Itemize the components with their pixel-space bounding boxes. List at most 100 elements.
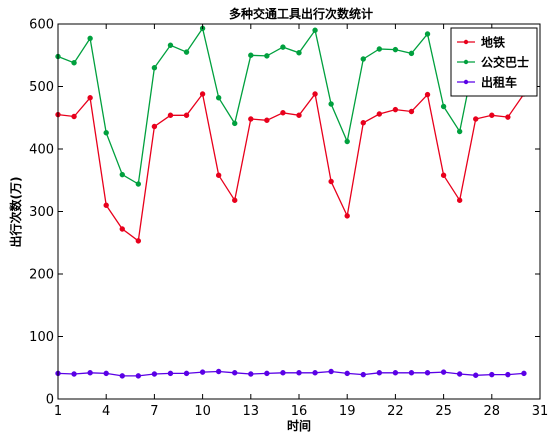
y-axis-label: 出行次数(万) <box>8 177 23 248</box>
x-tick-label: 22 <box>387 404 404 419</box>
chart-title: 多种交通工具出行次数统计 <box>229 6 373 21</box>
data-point <box>199 369 206 375</box>
data-point <box>167 112 174 118</box>
data-point <box>248 371 254 377</box>
x-tick-label: 13 <box>243 404 260 419</box>
data-point <box>473 116 479 122</box>
data-point <box>232 120 238 127</box>
data-point <box>408 50 415 57</box>
data-point <box>71 60 77 66</box>
data-point <box>183 370 190 377</box>
data-point <box>87 35 93 42</box>
data-point <box>505 114 511 120</box>
data-point <box>280 44 286 50</box>
data-point <box>456 197 463 203</box>
data-point <box>424 31 431 37</box>
data-point <box>183 112 190 118</box>
data-point <box>135 181 142 187</box>
data-point <box>248 116 254 122</box>
data-point <box>328 101 334 107</box>
legend-marker-2 <box>463 79 469 85</box>
data-point <box>280 110 286 116</box>
data-point <box>87 95 93 101</box>
data-point <box>360 120 366 126</box>
data-point <box>119 171 125 178</box>
data-point <box>183 49 190 55</box>
data-point <box>296 50 302 56</box>
y-tick-label: 500 <box>29 80 54 95</box>
x-tick-label: 16 <box>291 404 308 419</box>
data-point <box>71 371 77 377</box>
data-point <box>199 91 206 97</box>
data-point <box>440 172 447 178</box>
data-point <box>489 371 495 378</box>
data-point <box>135 373 142 379</box>
data-point <box>151 371 158 377</box>
data-point <box>344 213 350 219</box>
data-point <box>408 108 415 115</box>
data-point <box>264 370 270 377</box>
data-point <box>392 106 399 113</box>
axes: 1 4 7 10 13 16 19 22 25 28 31 0 100 200 300 400 500 600 <box>29 18 548 420</box>
y-tick-label: 400 <box>29 143 54 158</box>
data-point <box>312 370 318 376</box>
data-point <box>456 128 463 135</box>
data-point <box>151 65 158 71</box>
data-point <box>87 370 93 376</box>
data-point <box>505 371 511 378</box>
y-tick-label: 100 <box>29 330 54 345</box>
data-point <box>71 113 77 120</box>
y-tick-label: 600 <box>29 18 54 33</box>
data-point <box>232 197 238 203</box>
x-tick-label: 31 <box>532 404 549 419</box>
data-point <box>424 91 431 98</box>
data-point <box>440 103 447 110</box>
data-point <box>328 368 334 375</box>
y-tick-label: 200 <box>29 268 54 283</box>
data-point <box>344 138 350 145</box>
x-tick-label: 10 <box>194 404 211 419</box>
data-point <box>344 370 350 377</box>
data-point <box>264 117 270 123</box>
data-point <box>376 111 383 117</box>
data-point <box>296 370 302 376</box>
x-tick-label: 1 <box>54 404 62 419</box>
legend-label-0: 地铁 <box>481 35 505 50</box>
data-point <box>264 53 270 59</box>
series-line-2 <box>57 370 524 377</box>
x-tick-label: 19 <box>339 404 356 419</box>
data-point <box>296 112 302 118</box>
legend-marker-0 <box>463 39 469 45</box>
data-point <box>376 370 383 376</box>
data-point <box>489 112 495 118</box>
x-axis-label: 时间 <box>287 418 311 433</box>
data-point <box>151 123 158 130</box>
data-point <box>424 370 431 376</box>
data-point <box>103 202 109 208</box>
legend-marker-1 <box>463 59 469 65</box>
x-tick-label: 25 <box>435 404 452 419</box>
data-point <box>167 42 174 48</box>
data-point <box>456 371 463 377</box>
data-point <box>473 372 479 378</box>
data-point <box>392 370 399 376</box>
x-tick-label: 4 <box>102 404 110 419</box>
data-point <box>215 95 222 101</box>
data-point <box>103 130 109 136</box>
data-point <box>215 368 222 375</box>
data-point <box>248 52 254 58</box>
data-point <box>103 370 109 377</box>
x-tick-label: 7 <box>150 404 158 419</box>
data-point <box>215 172 222 178</box>
data-point <box>280 370 286 376</box>
data-point <box>135 238 142 244</box>
data-point <box>312 27 318 33</box>
data-point <box>119 226 125 232</box>
data-point <box>521 370 527 377</box>
series-line-0 <box>57 92 525 243</box>
data-point <box>440 369 447 375</box>
legend-label-1: 公交巴士 <box>481 55 529 70</box>
data-point <box>360 56 366 62</box>
